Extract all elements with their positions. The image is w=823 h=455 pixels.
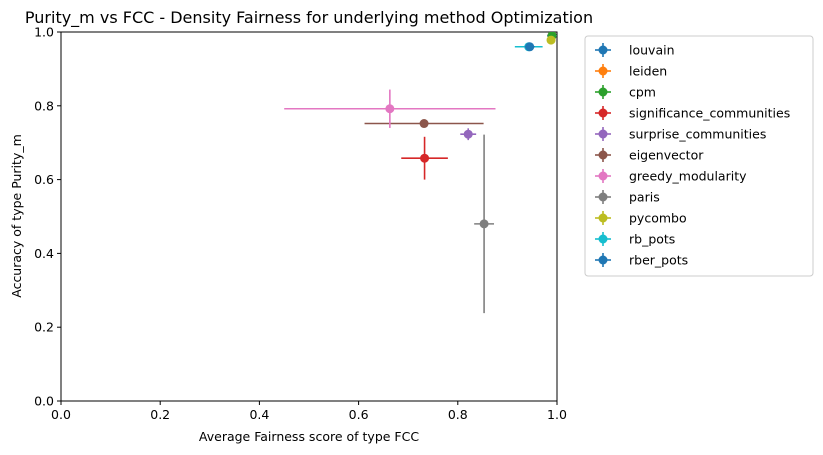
y-tick-label: 0.6 [34, 172, 54, 187]
series-eigenvector [364, 119, 484, 129]
x-tick-label: 0.2 [150, 407, 170, 422]
clipped-points [284, 32, 557, 314]
data-points [284, 32, 557, 314]
x-axis: 0.0 0.2 0.4 0.6 0.8 1.0 [51, 401, 567, 422]
legend: louvain leiden cpm significance_communities… [584, 35, 814, 277]
data-point [419, 119, 429, 129]
legend-item: significance_communities [595, 106, 790, 121]
legend-label: louvain [629, 43, 675, 58]
legend-marker [598, 255, 608, 265]
legend-item: rb_pots [595, 232, 675, 247]
legend-item: rber_pots [595, 253, 688, 268]
legend-label: significance_communities [629, 106, 790, 121]
legend-item: paris [595, 190, 660, 205]
legend-label: cpm [629, 85, 656, 100]
legend-label: greedy_modularity [629, 169, 747, 184]
legend-label: leiden [629, 64, 667, 79]
data-point [385, 104, 395, 114]
y-tick-label: 0.4 [34, 246, 54, 261]
legend-item: cpm [595, 85, 656, 100]
data-point [546, 35, 556, 45]
legend-label: eigenvector [629, 148, 704, 163]
data-point [420, 153, 430, 163]
x-tick-label: 0.0 [51, 407, 71, 422]
legend-marker [598, 66, 608, 76]
series-rber_pots [524, 42, 535, 52]
legend-marker [598, 87, 608, 97]
series-surprise_communities [460, 128, 477, 141]
legend-label: surprise_communities [629, 127, 766, 142]
legend-item: pycombo [595, 211, 687, 226]
legend-label: rb_pots [629, 232, 675, 247]
series-paris [474, 134, 495, 314]
legend-item: leiden [595, 64, 667, 79]
legend-item: greedy_modularity [595, 169, 747, 184]
legend-frame [584, 35, 814, 277]
legend-marker [598, 234, 608, 244]
chart-title: Purity_m vs FCC - Density Fairness for u… [25, 8, 593, 28]
legend-item: surprise_communities [595, 127, 766, 142]
x-tick-label: 1.0 [547, 407, 567, 422]
data-point [463, 129, 473, 139]
y-axis-label: Accuracy of type Purity_m [9, 134, 24, 298]
plot-area [60, 31, 558, 402]
y-tick-label: 0.0 [34, 394, 54, 409]
legend-marker [598, 213, 608, 223]
data-point [479, 219, 489, 229]
legend-marker [598, 108, 608, 118]
y-tick-label: 0.8 [34, 98, 54, 113]
data-point [525, 42, 535, 52]
series-pycombo [546, 35, 556, 45]
legend-item: eigenvector [595, 148, 704, 163]
legend-marker [598, 192, 608, 202]
legend-marker [598, 129, 608, 139]
legend-marker [598, 45, 608, 55]
series-greedy_modularity [284, 89, 496, 128]
x-tick-label: 0.6 [349, 407, 369, 422]
y-axis: 0.0 0.2 0.4 0.6 0.8 1.0 [34, 25, 61, 409]
x-tick-label: 0.8 [448, 407, 468, 422]
x-axis-label: Average Fairness score of type FCC [199, 429, 419, 444]
y-tick-label: 0.2 [34, 320, 54, 335]
legend-label: paris [629, 190, 660, 205]
x-tick-label: 0.4 [249, 407, 269, 422]
y-tick-label: 1.0 [34, 25, 54, 40]
plot-frame [60, 31, 558, 402]
legend-label: pycombo [629, 211, 687, 226]
series-significance_communities [401, 136, 448, 180]
legend-label: rber_pots [629, 253, 688, 268]
legend-marker [598, 150, 608, 160]
legend-item: louvain [595, 43, 675, 58]
legend-marker [598, 171, 608, 181]
